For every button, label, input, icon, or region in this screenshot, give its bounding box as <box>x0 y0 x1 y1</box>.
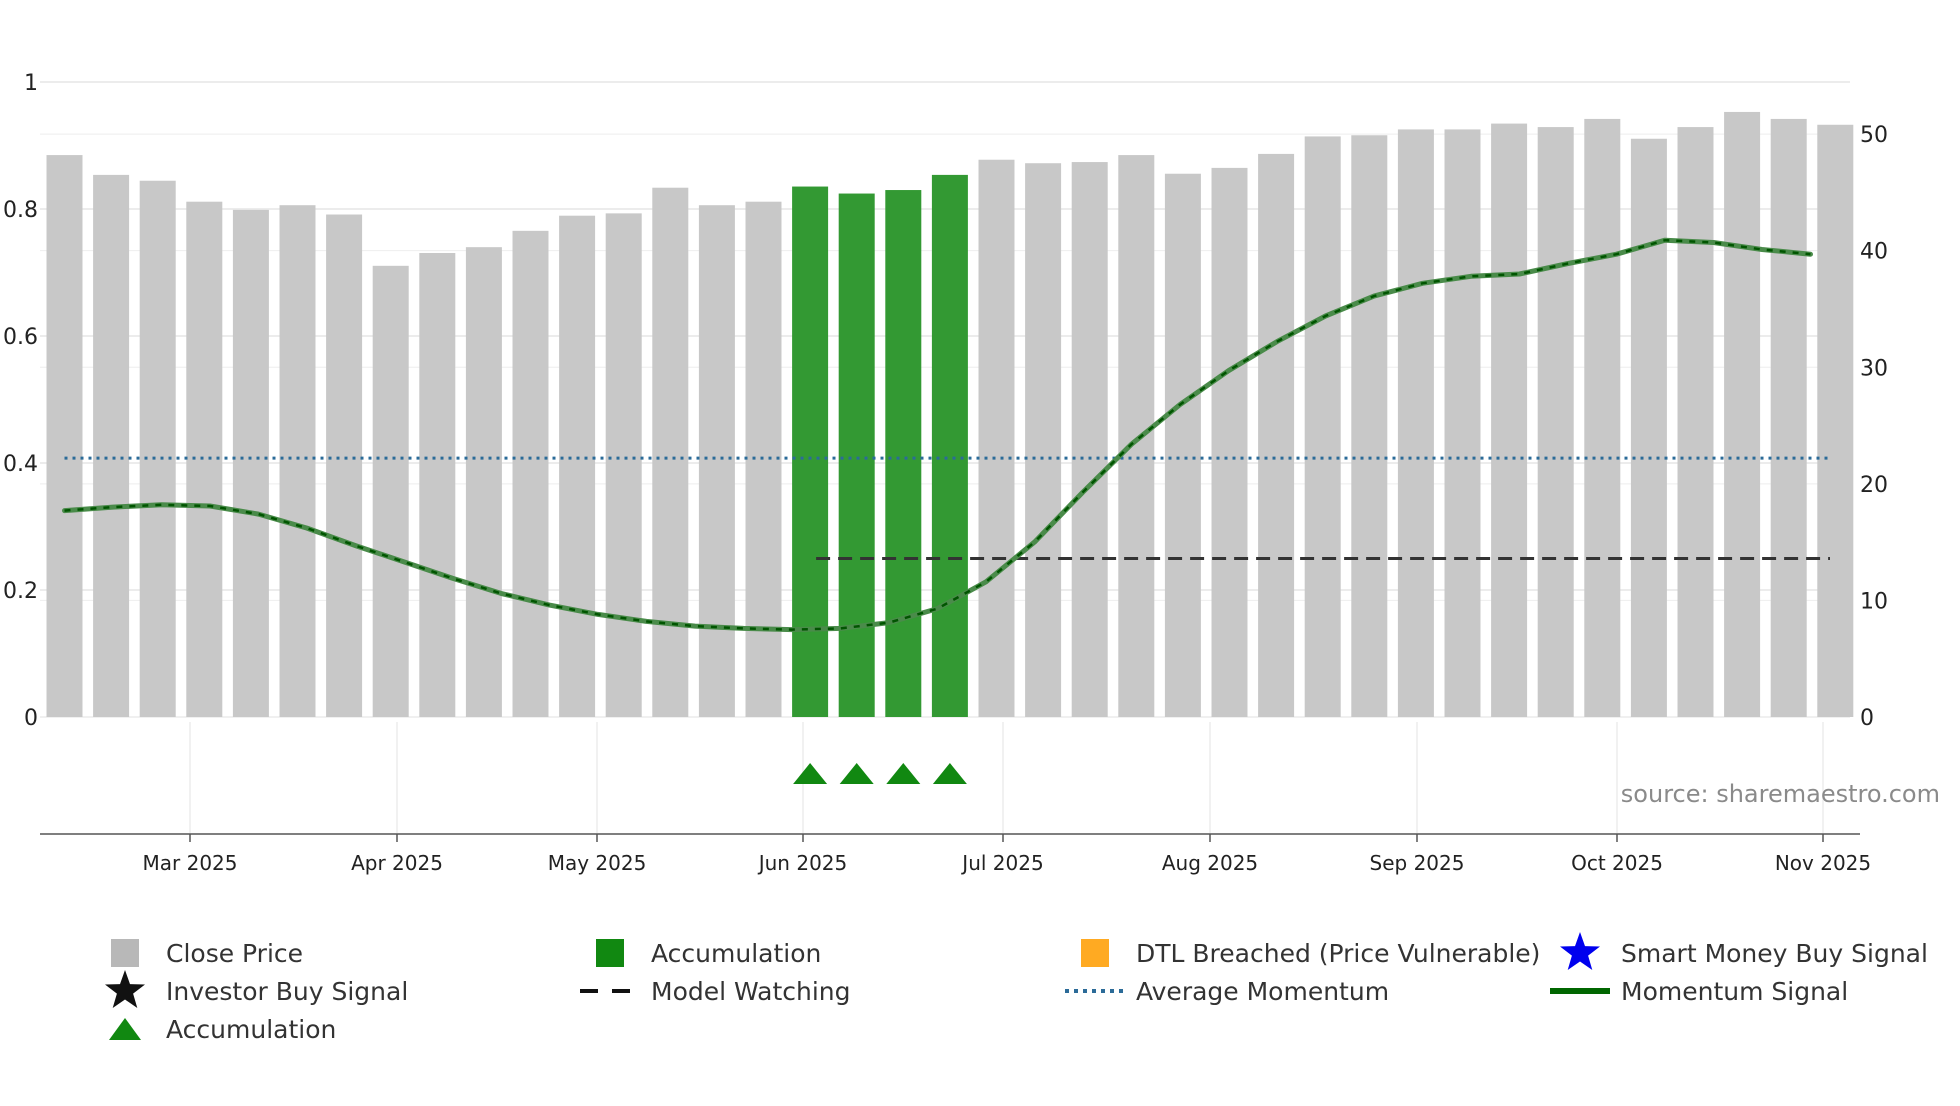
close-price-bar <box>1164 173 1201 717</box>
close-price-bar <box>419 252 456 717</box>
close-price-bar <box>1444 129 1481 718</box>
left-tick-label-0: 0 <box>24 706 38 731</box>
right-tick-label-5: 50 <box>1860 123 1888 148</box>
accumulation-bar <box>931 174 968 717</box>
close-price-bar <box>512 230 549 717</box>
accumulation-triangle-marker <box>932 763 967 784</box>
close-price-bar <box>1351 135 1388 718</box>
x-tick-label-2: May 2025 <box>548 851 647 875</box>
legend-item-close-price: Close Price <box>111 939 303 968</box>
close-price-bar <box>559 215 596 718</box>
close-price-bar <box>232 209 269 718</box>
close-price-bar <box>1071 162 1108 717</box>
close-price-bar <box>1770 118 1807 718</box>
left-tick-label-3: 0.6 <box>3 325 38 350</box>
close-price-bar <box>1304 136 1341 718</box>
close-price-bar <box>1724 111 1761 718</box>
close-price-bar <box>745 201 782 717</box>
legend: Close Price Accumulation DTL Breached (Pri… <box>105 932 1928 1044</box>
legend-label-accumulation-bar: Accumulation <box>651 939 821 968</box>
x-tick-label-6: Sep 2025 <box>1370 851 1465 875</box>
x-tick-label-8: Nov 2025 <box>1775 851 1871 875</box>
investor-buy-signal-star-icon <box>105 970 145 1008</box>
momentum-signal-line <box>62 237 1813 633</box>
accumulation-marker-triangle-icon <box>109 1018 141 1040</box>
x-tick-label-7: Oct 2025 <box>1571 851 1663 875</box>
accumulation-triangle-marker <box>839 763 874 784</box>
x-tick-label-3: Jun 2025 <box>757 851 848 875</box>
legend-item-momentum-signal: Momentum Signal <box>1550 977 1848 1006</box>
legend-label-dtl-breached: DTL Breached (Price Vulnerable) <box>1136 939 1540 968</box>
left-tick-label-1: 0.2 <box>3 579 38 604</box>
legend-item-model-watching: Model Watching <box>580 977 851 1006</box>
close-price-bar <box>1817 124 1854 718</box>
close-price-bar <box>978 159 1015 717</box>
right-tick-label-1: 10 <box>1860 589 1888 614</box>
accumulation-bar <box>838 193 875 717</box>
close-price-bars <box>46 111 1854 718</box>
legend-label-investor-buy-signal: Investor Buy Signal <box>166 977 408 1006</box>
accumulation-bar-swatch <box>596 939 624 967</box>
x-tick-label-5: Aug 2025 <box>1162 851 1258 875</box>
legend-label-momentum-signal: Momentum Signal <box>1621 977 1848 1006</box>
x-tick-label-4: Jul 2025 <box>960 851 1043 875</box>
smart-money-buy-signal-star-icon <box>1560 932 1600 970</box>
left-tick-label-4: 0.8 <box>3 198 38 223</box>
close-price-bar <box>46 155 83 717</box>
legend-label-model-watching: Model Watching <box>651 977 851 1006</box>
close-price-bar <box>326 214 363 718</box>
signal-markers <box>793 763 967 784</box>
close-price-bar <box>1118 155 1155 717</box>
legend-item-smart-money-buy-signal: Smart Money Buy Signal <box>1560 932 1928 970</box>
left-tick-label-5: 1 <box>24 71 38 96</box>
right-tick-label-0: 0 <box>1860 706 1874 731</box>
x-tick-label-0: Mar 2025 <box>143 851 238 875</box>
legend-item-accumulation-marker: Accumulation <box>109 1015 336 1044</box>
legend-label-smart-money-buy-signal: Smart Money Buy Signal <box>1621 939 1928 968</box>
close-price-bar <box>698 205 735 718</box>
accumulation-triangle-marker <box>793 763 828 784</box>
source-label: source: sharemaestro.com <box>1621 780 1940 808</box>
close-price-swatch <box>111 939 139 967</box>
close-price-bar <box>1397 129 1434 718</box>
right-tick-label-2: 20 <box>1860 473 1888 498</box>
left-tick-label-2: 0.4 <box>3 452 38 477</box>
right-tick-label-4: 40 <box>1860 240 1888 265</box>
x-tick-label-1: Apr 2025 <box>351 851 443 875</box>
close-price-bar <box>605 213 642 718</box>
close-price-bar <box>372 265 409 717</box>
legend-item-investor-buy-signal: Investor Buy Signal <box>105 970 408 1008</box>
close-price-bar <box>1584 118 1621 718</box>
close-price-bar <box>1491 123 1528 718</box>
close-price-bar <box>1211 167 1248 717</box>
legend-item-dtl-breached: DTL Breached (Price Vulnerable) <box>1081 939 1540 968</box>
dtl-breached-swatch <box>1081 939 1109 967</box>
legend-item-average-momentum: Average Momentum <box>1065 977 1389 1006</box>
close-price-bar <box>465 247 502 717</box>
signal-lines <box>62 237 1830 633</box>
legend-item-accumulation-bar: Accumulation <box>596 939 821 968</box>
accumulation-bar <box>792 186 829 717</box>
close-price-bar <box>1258 153 1295 718</box>
close-price-bar <box>1537 127 1574 718</box>
close-price-bar <box>139 180 176 717</box>
close-price-bar <box>93 174 130 717</box>
accumulation-bar <box>885 190 922 717</box>
close-price-bar <box>1025 163 1062 717</box>
legend-label-close-price: Close Price <box>166 939 303 968</box>
close-price-bar <box>1630 138 1667 717</box>
close-price-bar <box>186 201 223 717</box>
close-price-bar <box>1677 127 1714 718</box>
legend-label-accumulation-marker: Accumulation <box>166 1015 336 1044</box>
close-price-bar <box>652 187 689 717</box>
close-price-bar <box>279 205 316 718</box>
legend-label-average-momentum: Average Momentum <box>1136 977 1389 1006</box>
accumulation-triangle-marker <box>886 763 921 784</box>
right-tick-label-3: 30 <box>1860 356 1888 381</box>
